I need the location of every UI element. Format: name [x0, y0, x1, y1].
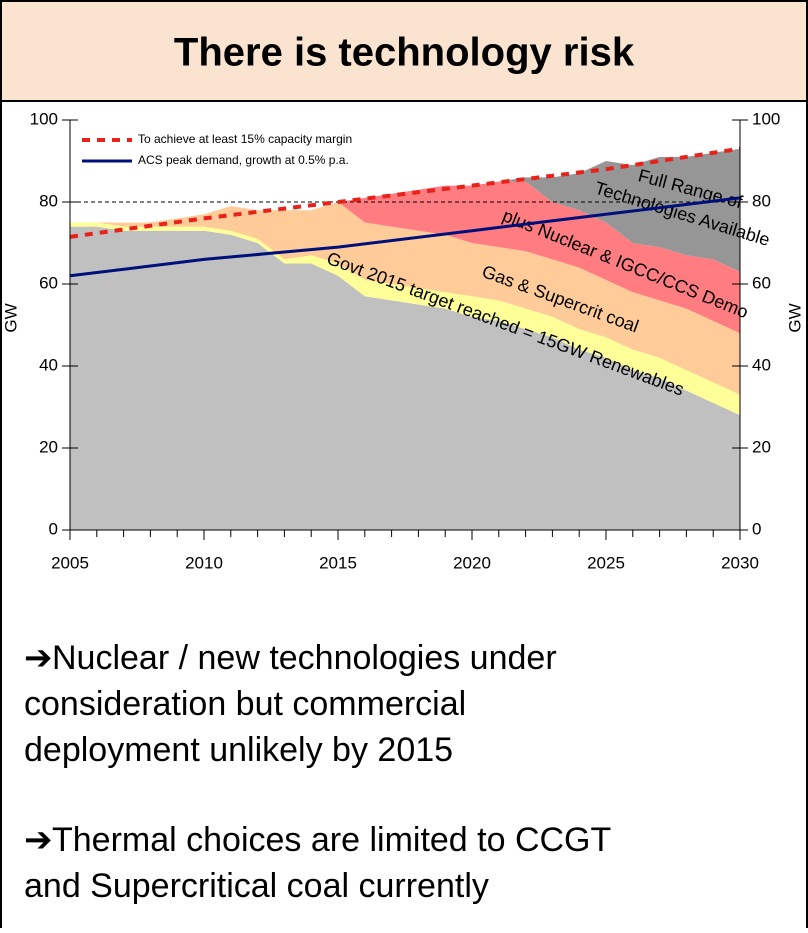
bullet-text: Thermal choices are limited to CCGT	[52, 821, 611, 859]
slide-title: There is technology risk	[174, 31, 635, 75]
line	[69, 196, 741, 278]
x-tick-label: 2030	[721, 553, 759, 572]
y2-tick-label: 20	[752, 437, 771, 456]
x-tick-label: 2020	[453, 553, 491, 572]
y-tick-label: 0	[49, 519, 58, 538]
x-tick-label: 2010	[185, 553, 223, 572]
y2-axis-label: GW	[785, 303, 804, 332]
y-tick-label: 80	[39, 191, 58, 210]
bullet-arrow: ➔	[24, 639, 53, 677]
title-box	[0, 0, 808, 102]
y2-tick-label: 60	[752, 273, 771, 292]
y2-tick-label: 80	[752, 191, 771, 210]
bullet-text: Nuclear / new technologies under	[52, 639, 557, 677]
y-tick-label: 60	[39, 273, 58, 292]
y2-tick-label: 0	[752, 519, 761, 538]
x-tick-label: 2015	[319, 553, 357, 572]
y2-tick-label: 100	[752, 109, 780, 128]
y-tick-label: 20	[39, 437, 58, 456]
legend-label: ACS peak demand, growth at 0.5% p.a.	[138, 153, 349, 167]
area	[70, 148, 740, 272]
legend-label: To achieve at least 15% capacity margin	[138, 132, 352, 146]
bullet-text: and Supercritical coal currently	[24, 867, 489, 905]
x-tick-label: 2025	[587, 553, 625, 572]
area	[70, 202, 740, 395]
y-tick-label: 100	[30, 109, 58, 128]
line	[69, 146, 741, 239]
y-tick-label: 40	[39, 355, 58, 374]
x-tick-label: 2005	[51, 553, 89, 572]
area	[70, 226, 740, 530]
bullet-text: consideration but commercial	[24, 685, 466, 723]
bullet-arrow: ➔	[24, 821, 53, 859]
y2-tick-label: 40	[752, 355, 771, 374]
bullet-text: deployment unlikely by 2015	[24, 731, 453, 769]
y-axis-label: GW	[1, 303, 20, 332]
